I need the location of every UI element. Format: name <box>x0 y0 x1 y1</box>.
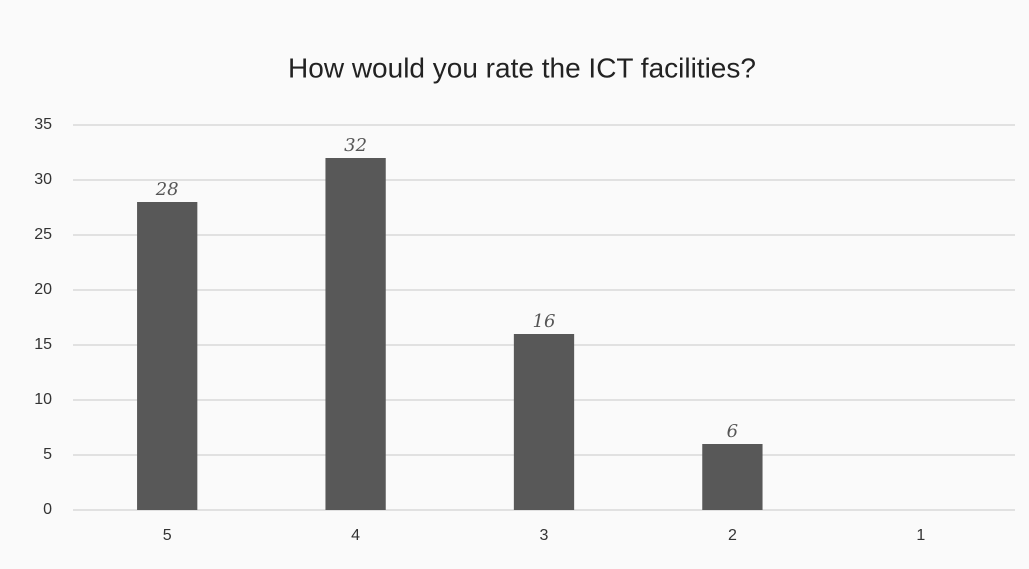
y-tick-label: 20 <box>34 281 52 298</box>
data-label: 32 <box>344 135 367 156</box>
data-label: 6 <box>727 421 738 442</box>
bar <box>325 158 386 510</box>
bar <box>702 444 763 510</box>
x-tick-label: 2 <box>728 527 737 544</box>
bar <box>137 202 198 510</box>
y-tick-label: 25 <box>34 226 52 243</box>
x-tick-label: 3 <box>540 527 549 544</box>
x-tick-label: 1 <box>916 527 925 544</box>
bar <box>513 334 575 510</box>
y-tick-label: 30 <box>34 171 52 188</box>
x-tick-label: 4 <box>351 527 360 544</box>
y-tick-label: 15 <box>34 336 52 353</box>
y-tick-label: 5 <box>43 446 52 463</box>
y-tick-label: 10 <box>34 391 52 408</box>
y-tick-label: 35 <box>34 116 52 133</box>
y-tick-label: 0 <box>43 501 52 518</box>
data-label: 28 <box>155 179 179 200</box>
x-tick-label: 5 <box>163 527 172 544</box>
chart-title: How would you rate the ICT facilities? <box>288 52 756 83</box>
data-label: 16 <box>533 311 556 332</box>
